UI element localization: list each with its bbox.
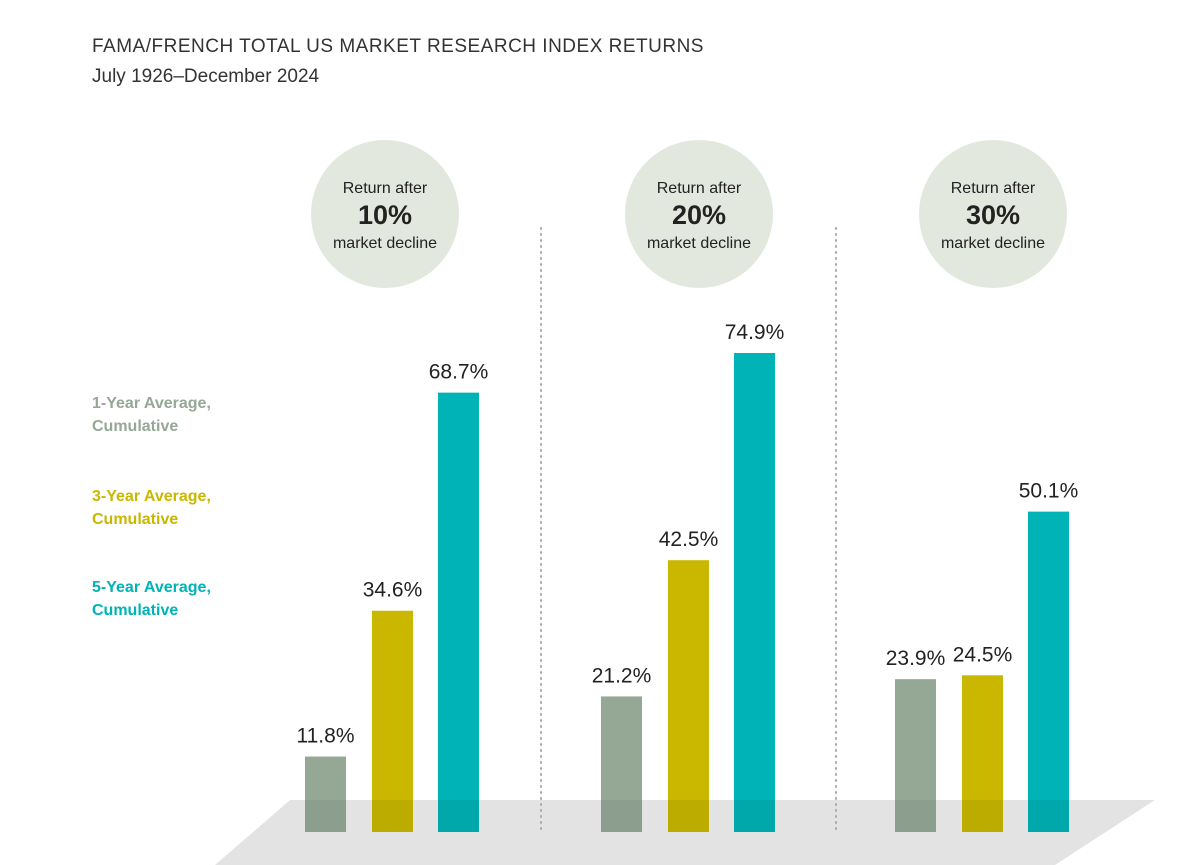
bar-1-year-group-1 <box>305 756 346 832</box>
category-label-line3: market decline <box>647 235 751 252</box>
category-badge-1 <box>311 140 459 288</box>
category-label-percent: 20% <box>672 200 726 230</box>
category-badge-2 <box>625 140 773 288</box>
bar-shade-1-year-group-1 <box>305 800 346 832</box>
data-label-3-year-group-3: 24.5% <box>953 643 1013 666</box>
legend-label-1-year-line1: 1-Year Average, <box>92 395 211 412</box>
legend-label-5-year-line1: 5-Year Average, <box>92 579 211 596</box>
bar-3-year-group-3 <box>962 675 1003 832</box>
bar-shade-3-year-group-1 <box>372 800 413 832</box>
bar-shade-1-year-group-2 <box>601 800 642 832</box>
category-label-line1: Return after <box>657 180 742 197</box>
category-label-percent: 10% <box>358 200 412 230</box>
bar-shade-5-year-group-2 <box>734 800 775 832</box>
category-label-line1: Return after <box>951 180 1036 197</box>
data-label-1-year-group-2: 21.2% <box>592 664 652 687</box>
bar-shade-1-year-group-3 <box>895 800 936 832</box>
data-label-3-year-group-2: 42.5% <box>659 528 719 551</box>
bar-shade-5-year-group-1 <box>438 800 479 832</box>
legend-item-5-year: 5-Year Average, Cumulative <box>92 576 211 622</box>
category-label-line3: market decline <box>941 235 1045 252</box>
legend-label-3-year-line2: Cumulative <box>92 511 179 528</box>
bar-shade-3-year-group-3 <box>962 800 1003 832</box>
bar-5-year-group-3 <box>1028 511 1069 832</box>
bar-5-year-group-1 <box>438 392 479 832</box>
legend-label-1-year-line2: Cumulative <box>92 418 179 435</box>
bar-5-year-group-2 <box>734 353 775 832</box>
legend-label-3-year-line1: 3-Year Average, <box>92 488 211 505</box>
legend-label-5-year-line2: Cumulative <box>92 602 179 619</box>
legend-item-3-year: 3-Year Average, Cumulative <box>92 485 211 531</box>
bar-3-year-group-1 <box>372 610 413 832</box>
data-label-5-year-group-2: 74.9% <box>725 321 785 344</box>
data-label-1-year-group-1: 11.8% <box>297 725 355 748</box>
bar-3-year-group-2 <box>668 560 709 832</box>
category-label-line3: market decline <box>333 235 437 252</box>
bar-1-year-group-2 <box>601 696 642 832</box>
data-label-3-year-group-1: 34.6% <box>363 579 423 602</box>
category-label-percent: 30% <box>966 200 1020 230</box>
bar-shade-5-year-group-3 <box>1028 800 1069 832</box>
data-label-5-year-group-1: 68.7% <box>429 361 489 384</box>
chart-subtitle: July 1926–December 2024 <box>92 66 320 87</box>
chart-title: FAMA/FRENCH TOTAL US MARKET RESEARCH IND… <box>92 36 704 57</box>
data-label-1-year-group-3: 23.9% <box>886 647 946 670</box>
bar-1-year-group-3 <box>895 679 936 832</box>
bar-shade-3-year-group-2 <box>668 800 709 832</box>
legend-item-1-year: 1-Year Average, Cumulative <box>92 392 211 438</box>
data-label-5-year-group-3: 50.1% <box>1019 480 1079 503</box>
category-label-line1: Return after <box>343 180 428 197</box>
category-badge-3 <box>919 140 1067 288</box>
